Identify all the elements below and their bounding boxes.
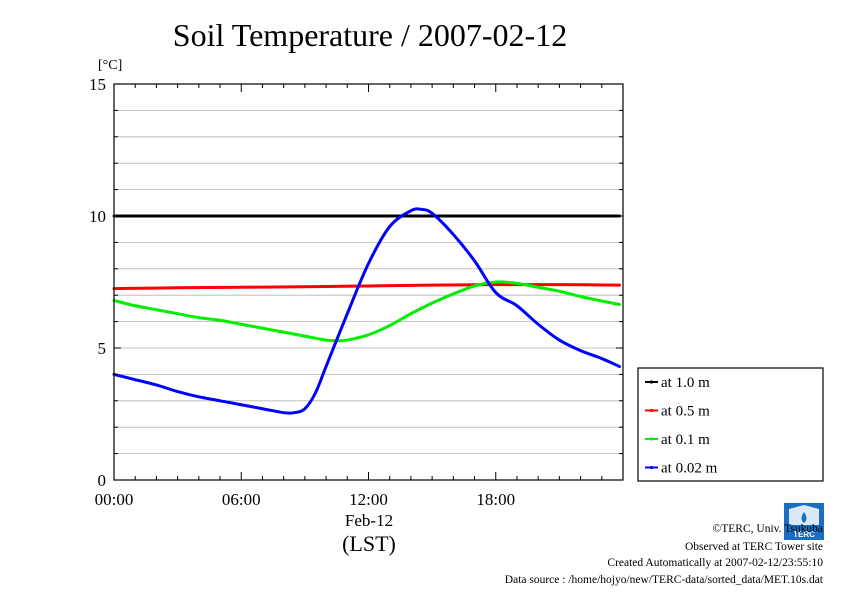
y-tick-label: 10 [89,207,106,226]
credit-copyright: ©TERC, Univ. Tsukuba [713,523,823,535]
y-tick-label: 5 [98,339,107,358]
legend-label-at-0-1-m: at 0.1 m [661,432,710,448]
y-axis-unit-label: [°C] [98,58,122,73]
y-tick-label: 15 [89,75,106,94]
series-line-at-0-02-m [112,207,621,415]
credit-data-source: Data source : /home/hojyo/new/TERC-data/… [505,574,824,586]
x-axis-title: (LST) [342,531,396,556]
credit-observed: Observed at TERC Tower site [685,541,823,553]
grid-lines [114,110,623,455]
x-tick-label: 00:00 [95,490,134,509]
series-line-at-0-1-m [112,280,621,343]
terc-logo-drop-icon [801,512,807,523]
terc-logo: TERC [784,503,824,540]
plot-frame [113,83,624,481]
legend-marker-at-0-1-m [649,437,654,441]
legend-label-at-0-5-m: at 0.5 m [661,404,710,420]
legend-marker-at-0-02-m [649,465,654,470]
chart-title: Soil Temperature / 2007-02-12 [173,17,567,53]
credit-created: Created Automatically at 2007-02-12/23:5… [607,557,823,569]
legend-marker-at-1-0-m [649,380,654,384]
x-tick-label: 06:00 [222,490,261,509]
y-tick-label: 0 [98,471,107,490]
legend-box [637,367,824,482]
legend-label-at-1-0-m: at 1.0 m [661,375,710,391]
terc-logo-text: TERC [793,530,815,539]
legend: at 1.0 m at 0.5 m at 0.1 m at 0.02 m [637,367,824,482]
series-lines [112,207,621,415]
x-tick-label: 18:00 [476,490,515,509]
legend-label-at-0-02-m: at 0.02 m [661,461,718,477]
legend-marker-at-0-5-m [649,408,654,413]
x-axis-date-label: Feb-12 [345,511,393,530]
x-tick-label: 12:00 [349,490,388,509]
series-line-at-0-5-m [112,283,621,291]
axis-ticks: 0 5 10 15 00:00 06:00 12:00 18:00 [89,75,623,509]
